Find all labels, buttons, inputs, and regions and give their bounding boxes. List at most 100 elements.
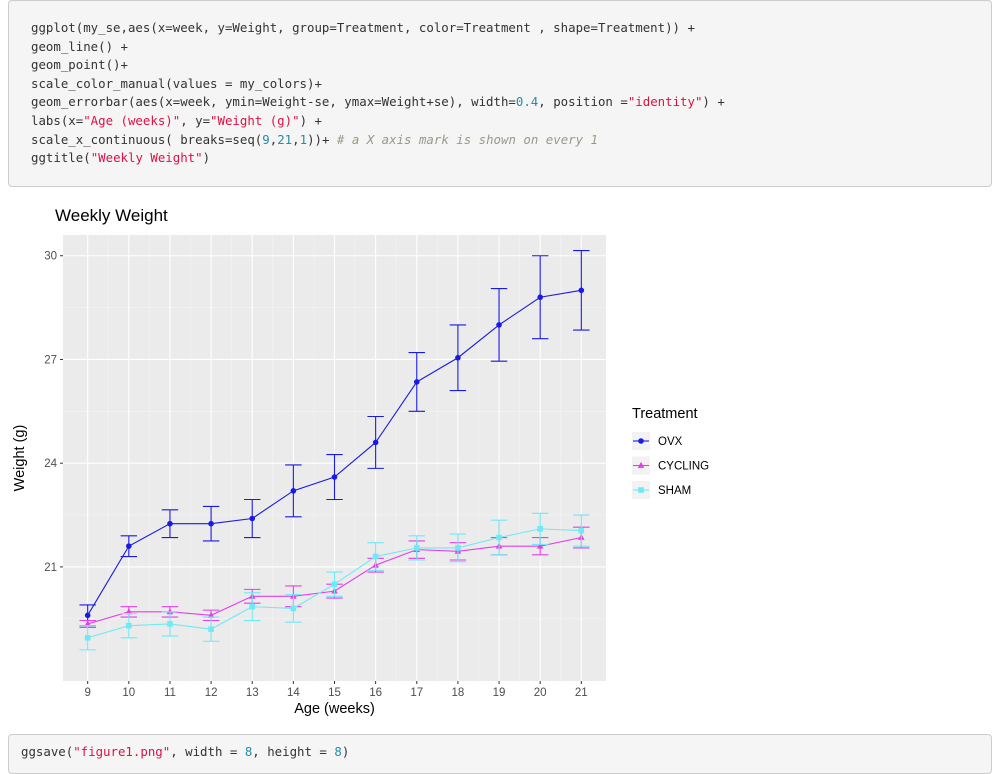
code_bottom-line: ggsave("figure1.png", width = 8, height … xyxy=(21,743,991,762)
y-axis-label: Weight (g) xyxy=(12,425,28,492)
x-tick-label: 14 xyxy=(287,687,300,699)
x-tick-label: 10 xyxy=(122,687,135,699)
legend-title: Treatment xyxy=(632,406,698,422)
data-point xyxy=(126,622,132,629)
x-axis-label: Age (weeks) xyxy=(294,701,375,717)
data-point xyxy=(331,581,338,587)
data-point xyxy=(249,515,256,522)
data-point xyxy=(536,542,544,549)
code-token: ) xyxy=(202,150,211,166)
code-token: 0.4 xyxy=(515,94,539,110)
series-sham xyxy=(79,512,590,651)
code-token: labs(x= xyxy=(31,112,84,128)
y-tick-label: 21 xyxy=(44,562,57,574)
code-token: "Weight (g)" xyxy=(210,112,300,128)
legend-key-marker xyxy=(638,487,644,493)
legend: Treatment OVX CYCLING SHAM xyxy=(632,406,709,499)
data-point xyxy=(208,520,214,527)
code-token: geom_errorbar(aes(x=week, ymin=Weight-se… xyxy=(31,94,516,110)
data-point xyxy=(208,626,214,632)
code-token: 9 xyxy=(262,131,270,147)
data-point xyxy=(331,474,338,480)
code-token: 8 xyxy=(334,744,342,759)
data-point xyxy=(372,553,379,560)
code-token: , height = xyxy=(252,744,335,759)
code-block-plot: ggplot(my_se,aes(x=week, y=Weight, group… xyxy=(8,0,992,187)
data-point xyxy=(84,634,91,641)
data-point xyxy=(166,608,174,615)
code-token: ggtitle( xyxy=(31,150,91,166)
x-tick-label: 9 xyxy=(84,687,90,699)
data-point xyxy=(578,527,585,534)
code-token: , position = xyxy=(538,94,628,110)
code-token: geom_point()+ xyxy=(31,57,128,73)
code-token: scale_x_continuous( breaks=seq( xyxy=(31,131,263,147)
code-token: 1 xyxy=(299,131,308,147)
data-point xyxy=(537,294,543,301)
data-point xyxy=(167,621,173,627)
code-token: ggsave( xyxy=(21,744,74,759)
data-point xyxy=(125,608,133,615)
code-token: # a X axis mark is shown on every 1 xyxy=(336,131,598,147)
legend-key-marker xyxy=(638,438,644,444)
data-point xyxy=(413,545,420,551)
code-token: , xyxy=(292,131,300,147)
data-point xyxy=(455,354,461,361)
y-tick-label: 30 xyxy=(44,251,57,263)
x-tick-label: 18 xyxy=(452,687,465,699)
x-tick-label: 17 xyxy=(410,687,423,699)
code_top-line: ggtitle("Weekly Weight") xyxy=(31,149,991,168)
legend-label: SHAM xyxy=(658,485,691,497)
code-token: "figure1.png" xyxy=(73,744,171,759)
x-tick-label: 12 xyxy=(205,687,218,699)
code-token: scale_color_manual(values = my_colors)+ xyxy=(31,75,322,91)
code-token: ggplot(my_se,aes(x=week, y=Weight, group… xyxy=(31,20,695,35)
code-token: , xyxy=(269,131,278,147)
code_top-line: ggplot(my_se,aes(x=week, y=Weight, group… xyxy=(31,19,991,38)
data-point xyxy=(578,287,585,294)
code-token: geom_line() + xyxy=(31,38,128,54)
y-tick-label: 24 xyxy=(44,458,57,470)
series-layer xyxy=(79,250,590,651)
data-point xyxy=(126,543,132,549)
data-point xyxy=(249,603,256,610)
code-token: , y= xyxy=(180,112,211,128)
x-axis: 9 10 11 12 13 14 15 16 17 18 19 20 21 xyxy=(84,681,588,699)
legend-label: CYCLING xyxy=(658,461,709,473)
x-tick-label: 19 xyxy=(493,687,506,699)
legend-key-marker xyxy=(637,461,645,468)
data-point xyxy=(455,545,461,551)
code_top-line: geom_errorbar(aes(x=week, ymin=Weight-se… xyxy=(31,93,991,112)
code_top-line: geom_line() + xyxy=(31,38,991,57)
code-token: ) + xyxy=(299,112,322,128)
x-tick-label: 15 xyxy=(328,687,341,699)
data-point xyxy=(84,620,91,627)
grid-minor xyxy=(63,235,606,681)
y-axis: 21 24 27 30 xyxy=(44,251,63,574)
data-point xyxy=(290,488,297,494)
code-token: , width = xyxy=(170,744,245,759)
code_top-line: scale_x_continuous( breaks=seq(9,21,1))+… xyxy=(31,131,991,150)
code-token: "Weekly Weight" xyxy=(90,150,203,166)
legend-key-sham xyxy=(632,481,650,499)
x-tick-label: 11 xyxy=(164,687,176,699)
code_top-line: geom_point()+ xyxy=(31,56,991,75)
code-token: "Age (weeks)" xyxy=(83,112,181,128)
chart-title: Weekly Weight xyxy=(55,206,168,225)
data-point xyxy=(413,379,420,385)
code-token: ) xyxy=(341,744,350,759)
code-token: "identity" xyxy=(627,94,703,110)
legend-label: OVX xyxy=(658,436,683,448)
data-point xyxy=(84,612,91,619)
data-point xyxy=(496,322,502,328)
code-token: ) + xyxy=(702,94,725,110)
data-point xyxy=(372,439,379,446)
code-token: 21 xyxy=(277,131,293,147)
x-tick-label: 16 xyxy=(369,687,382,699)
code_top-line: scale_color_manual(values = my_colors)+ xyxy=(31,75,991,94)
legend-key-cycling xyxy=(632,456,650,475)
x-tick-label: 20 xyxy=(534,687,547,699)
data-point xyxy=(537,526,543,532)
data-point xyxy=(496,534,502,541)
legend-key-ovx xyxy=(632,432,650,450)
